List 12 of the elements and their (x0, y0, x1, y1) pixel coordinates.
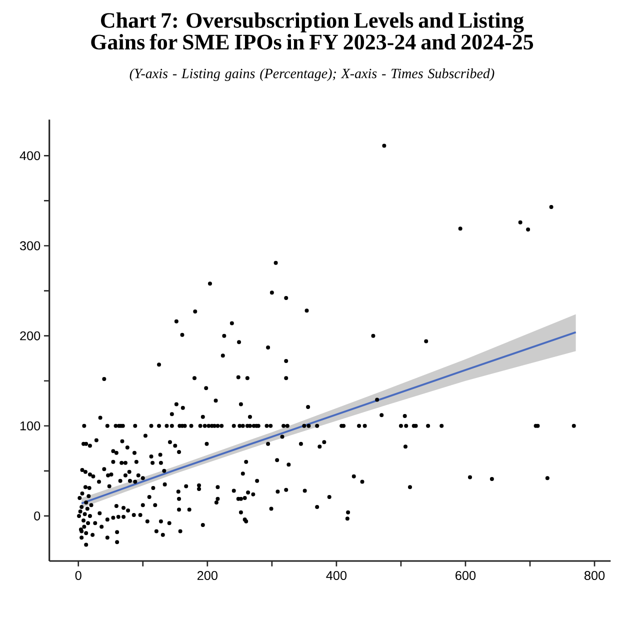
chart-subtitle: (Y-axis - Listing gains (Percentage); X-axis - Times Subscribed) (130, 68, 494, 82)
x-tick-label: 600 (456, 571, 476, 580)
y-tick-label: 200 (20, 331, 40, 340)
x-tick-label: 0 (75, 571, 82, 580)
y-tick-label: 300 (20, 241, 40, 250)
x-tick-label: 200 (197, 571, 218, 580)
y-tick-label: 0 (34, 511, 40, 520)
chart-title: Chart 7: Oversubscription Levels and Listing Gains for SME IPOs in FY 2023-24 and 2024-25 (91, 12, 534, 50)
y-tick-label: 100 (20, 421, 40, 430)
x-tick-label: 400 (326, 571, 347, 580)
y-tick-label: 400 (20, 151, 40, 160)
x-tick-label: 800 (584, 571, 605, 580)
